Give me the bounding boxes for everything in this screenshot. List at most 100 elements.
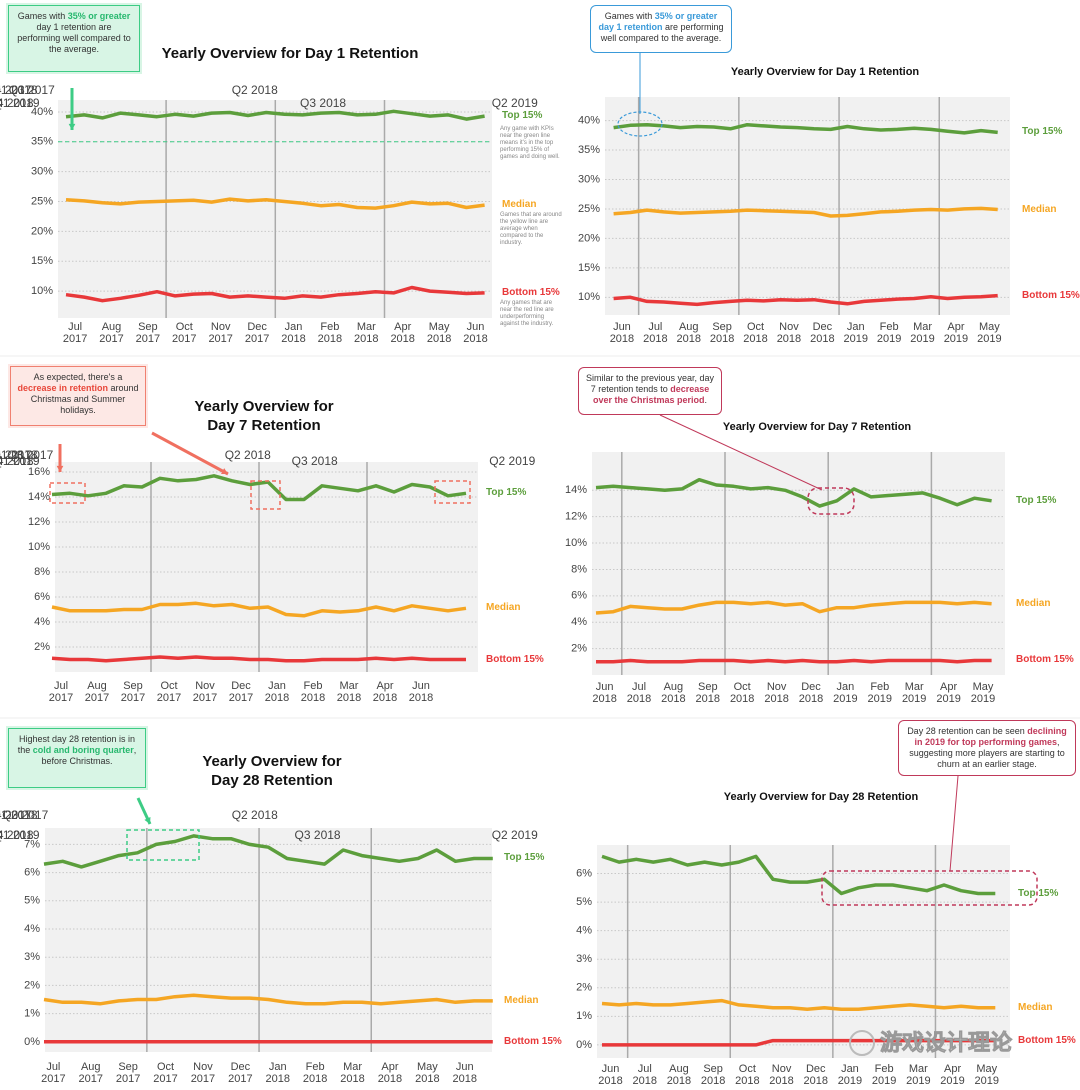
series-label: Top 15% <box>1018 887 1059 899</box>
x-tick-label: May 2018 <box>415 1061 440 1085</box>
watermark-icon <box>849 1030 875 1056</box>
y-tick-label: 6% <box>576 867 592 879</box>
arrow-head <box>68 123 76 130</box>
series-label: Median <box>504 994 539 1006</box>
x-tick-label: Jul 2018 <box>632 1063 657 1087</box>
highlight-box <box>821 870 1038 906</box>
y-tick-label: 20% <box>578 232 600 244</box>
x-tick-label: Jan 2018 <box>264 680 290 704</box>
y-tick-label: 3% <box>24 951 40 963</box>
x-tick-label: Dec 2018 <box>798 681 824 705</box>
series-label: Top 15% <box>1022 126 1063 138</box>
x-tick-label: Jan 2019 <box>833 681 858 705</box>
annotation-box: Highest day 28 retention is in the cold … <box>8 728 146 788</box>
y-tick-label: 4% <box>571 616 587 628</box>
annotation-box: Day 28 retention can be seen declining i… <box>898 720 1076 776</box>
x-tick-label: Feb 2018 <box>317 321 343 345</box>
series-label: Top 15% <box>486 487 527 499</box>
arrow-head <box>221 468 228 475</box>
chart-title: Yearly Overview for Day 7 Retention <box>722 421 912 433</box>
y-tick-label: 25% <box>578 203 600 215</box>
y-tick-label: 4% <box>34 616 50 628</box>
chart-title: Yearly Overview for Day 28 Retention <box>202 753 342 789</box>
series-line <box>43 834 493 869</box>
side-note: Any games that are near the red line are… <box>500 300 554 327</box>
quarter-label: Q3 2017 <box>2 808 48 822</box>
x-tick-label: Aug 2018 <box>676 321 701 345</box>
x-tick-label: Sep 2018 <box>700 1063 726 1087</box>
annotation-box: Similar to the previous year, day 7 rete… <box>578 367 722 415</box>
y-tick-label: 40% <box>31 106 53 118</box>
y-tick-label: 15% <box>31 255 53 267</box>
series-label: Median <box>486 602 521 614</box>
annotation-text: 35% or greater <box>67 11 131 21</box>
x-tick-label: Oct 2018 <box>743 321 768 345</box>
y-tick-label: 10% <box>578 291 600 303</box>
x-tick-label: Jan 2018 <box>265 1061 290 1085</box>
series-label: Bottom 15% <box>1018 1034 1076 1046</box>
y-tick-label: 6% <box>24 866 40 878</box>
arrow <box>151 431 229 476</box>
x-tick-label: Jul 2017 <box>41 1061 66 1085</box>
x-tick-label: Mar 2018 <box>336 680 362 704</box>
series-line <box>613 293 998 307</box>
series-line <box>51 474 467 502</box>
chart-title: Yearly Overview for Day 28 Retention <box>723 791 919 803</box>
series-label: Median <box>1022 203 1057 215</box>
quarter-label: Q4 2018 <box>0 454 34 468</box>
side-note: Games that are around the yellow line ar… <box>500 212 562 246</box>
plot-area <box>45 828 492 1052</box>
y-tick-label: 4% <box>24 923 40 935</box>
x-tick-label: Aug 2017 <box>84 680 110 704</box>
annotation-text: declining in 2019 for top performing gam… <box>914 726 1067 747</box>
y-tick-label: 10% <box>31 285 53 297</box>
series-label: Bottom 15% <box>1022 289 1080 301</box>
y-tick-label: 15% <box>578 262 600 274</box>
x-tick-label: Jun 2018 <box>408 680 434 704</box>
y-tick-label: 3% <box>576 953 592 965</box>
series-line <box>613 122 998 135</box>
x-tick-label: Sep 2017 <box>135 321 161 345</box>
chart-title: Yearly Overview for Day 1 Retention <box>161 45 419 62</box>
x-tick-label: Apr 2018 <box>390 321 415 345</box>
y-tick-label: 25% <box>31 195 53 207</box>
annotation-text: . <box>704 395 708 405</box>
y-tick-label: 1% <box>576 1010 592 1022</box>
annotation-text: Day 28 retention can be seen <box>907 726 1028 736</box>
y-tick-label: 20% <box>31 225 53 237</box>
quarter-label: Q1 2019 <box>0 454 40 468</box>
x-tick-label: Mar 2019 <box>910 321 935 345</box>
y-tick-label: 2% <box>24 979 40 991</box>
series-line <box>595 600 992 615</box>
y-tick-label: 5% <box>576 896 592 908</box>
quarter-label: Q3 2017 <box>9 83 55 97</box>
x-tick-label: Apr 2018 <box>372 680 398 704</box>
quarter-label: Q2 2018 <box>225 448 271 462</box>
x-tick-label: Apr 2019 <box>943 321 969 345</box>
x-tick-label: Sep 2018 <box>695 681 721 705</box>
annotation-box: Games with 35% or greater day 1 retentio… <box>590 5 732 53</box>
y-tick-label: 10% <box>28 541 50 553</box>
quarter-label: Q2 2019 <box>492 828 538 842</box>
series-label: Median <box>502 199 537 211</box>
x-tick-label: Jul 2018 <box>626 681 652 705</box>
quarter-label: Q1 2018 <box>0 808 38 822</box>
y-tick-label: 4% <box>576 925 592 937</box>
annotation-text: decrease in retention <box>17 383 108 393</box>
x-tick-label: Apr 2018 <box>377 1061 403 1085</box>
x-tick-label: Dec 2018 <box>810 321 835 345</box>
x-tick-label: Oct 2017 <box>172 321 197 345</box>
series-line <box>595 477 992 508</box>
quarter-label: Q4 2018 <box>0 96 34 110</box>
x-tick-label: Oct 2017 <box>156 680 182 704</box>
highlight-box <box>250 480 281 510</box>
quarter-label: Q3 2018 <box>295 828 341 842</box>
x-tick-label: Oct 2018 <box>735 1063 760 1087</box>
quarter-label: Q2 2018 <box>232 83 278 97</box>
highlight-box <box>126 829 200 861</box>
annotation-text: Similar to the previous year, day 7 rete… <box>585 373 715 394</box>
x-tick-label: May 2018 <box>426 321 452 345</box>
series-line <box>43 993 493 1006</box>
series-label: Bottom 15% <box>504 1035 562 1047</box>
x-tick-label: May 2019 <box>977 321 1002 345</box>
